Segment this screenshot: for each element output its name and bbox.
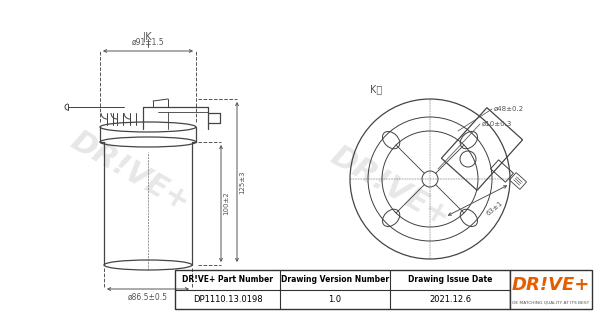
- Text: DR!VE+: DR!VE+: [325, 141, 455, 233]
- Text: OE MATCHING QUALITY AT ITS BEST: OE MATCHING QUALITY AT ITS BEST: [512, 301, 590, 305]
- Text: ø10±0.3: ø10±0.3: [482, 121, 512, 127]
- Text: DR!VE+: DR!VE+: [65, 126, 195, 218]
- Text: |K: |K: [143, 32, 153, 42]
- Text: 1.0: 1.0: [328, 295, 341, 304]
- Text: Drawing Issue Date: Drawing Issue Date: [408, 275, 492, 284]
- Text: K向: K向: [370, 84, 382, 94]
- Text: DR!VE+ Part Number: DR!VE+ Part Number: [182, 275, 273, 284]
- Text: 63±1: 63±1: [485, 200, 504, 217]
- Bar: [510, 270, 592, 309]
- Text: 2021.12.6: 2021.12.6: [429, 295, 471, 304]
- Text: 125±3: 125±3: [239, 170, 245, 194]
- Text: 100±2: 100±2: [223, 192, 229, 215]
- Text: ø48±0.2: ø48±0.2: [494, 106, 524, 112]
- Text: ø86.5±0.5: ø86.5±0.5: [128, 293, 168, 302]
- Bar: [175, 270, 510, 309]
- Text: Drawing Version Number: Drawing Version Number: [281, 275, 389, 284]
- Text: DR!VE+: DR!VE+: [512, 276, 590, 294]
- Text: ø91±1.5: ø91±1.5: [131, 38, 164, 47]
- Text: DP1110.13.0198: DP1110.13.0198: [193, 295, 262, 304]
